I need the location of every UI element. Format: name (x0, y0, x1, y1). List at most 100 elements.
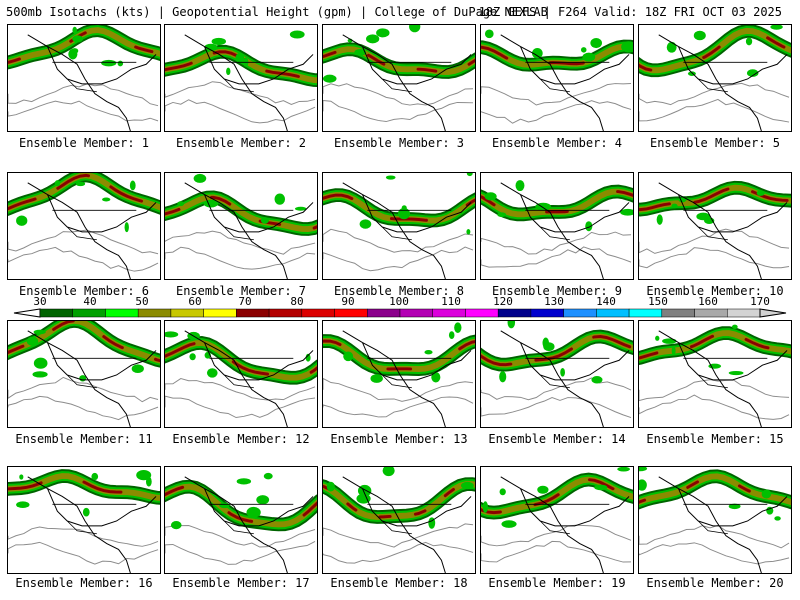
colorbar-tick-label: 130 (544, 295, 564, 308)
ensemble-map-panel-18 (322, 466, 476, 574)
colorbar-swatch (465, 308, 499, 318)
map-plot (323, 467, 475, 573)
ensemble-member-label: Ensemble Member: 15 (646, 432, 784, 446)
map-plot (639, 324, 791, 427)
colorbar-swatch (399, 308, 433, 318)
colorbar-tick-label: 170 (750, 295, 770, 308)
ensemble-member-label: Ensemble Member: 14 (488, 432, 626, 446)
colorbar-tick-label: 30 (33, 295, 47, 308)
ensemble-member-label: Ensemble Member: 1 (18, 136, 150, 150)
colorbar-tick-label: 70 (238, 295, 252, 308)
colorbar-left-arrow (13, 308, 41, 318)
colorbar-tick-label: 40 (83, 295, 97, 308)
ensemble-map-panel-14 (480, 320, 634, 428)
ensemble-map-panel-9 (480, 172, 634, 280)
ensemble-map-panel-7 (164, 172, 318, 280)
ensemble-member-label: Ensemble Member: 2 (175, 136, 307, 150)
map-plot (165, 173, 317, 279)
colorbar-swatch (563, 308, 597, 318)
ensemble-map-panel-12 (164, 320, 318, 428)
ensemble-map-panel-13 (322, 320, 476, 428)
colorbar-swatch (203, 308, 237, 318)
ensemble-map-panel-5 (638, 24, 792, 132)
header-product-title: 500mb Isotachs (kts) | Geopotential Heig… (6, 5, 548, 19)
ensemble-map-panel-8 (322, 172, 476, 280)
map-plot (8, 321, 160, 427)
ensemble-map-panel-15 (638, 320, 792, 428)
colorbar-swatch (72, 308, 106, 318)
colorbar-swatch (432, 308, 466, 318)
ensemble-member-label: Ensemble Member: 17 (172, 576, 310, 590)
colorbar-swatch (694, 308, 728, 318)
colorbar-tick-label: 60 (188, 295, 202, 308)
colorbar-swatch (137, 308, 172, 318)
map-plot (165, 472, 317, 573)
colorbar-tick-label: 110 (441, 295, 461, 308)
colorbar-right-arrow (759, 308, 787, 318)
isotach-colorbar (13, 308, 787, 318)
map-plot (165, 330, 317, 427)
ensemble-member-label: Ensemble Member: 4 (491, 136, 623, 150)
colorbar-swatch (530, 308, 564, 318)
map-plot (323, 25, 475, 131)
colorbar-tick-label: 120 (493, 295, 513, 308)
colorbar-tick-label: 80 (290, 295, 304, 308)
ensemble-map-panel-2 (164, 24, 318, 132)
ensemble-member-label: Ensemble Member: 3 (333, 136, 465, 150)
colorbar-swatch (628, 308, 663, 318)
ensemble-map-panel-20 (638, 466, 792, 574)
map-plot (323, 322, 475, 427)
map-plot (165, 30, 317, 131)
ensemble-map-panel-4 (480, 24, 634, 132)
colorbar-swatch (596, 308, 630, 318)
ensemble-member-label: Ensemble Member: 5 (649, 136, 781, 150)
colorbar-swatch (268, 308, 303, 318)
ensemble-member-label: Ensemble Member: 7 (175, 284, 307, 298)
ensemble-map-panel-16 (7, 466, 161, 574)
colorbar-swatch (301, 308, 335, 318)
colorbar-swatch (334, 308, 368, 318)
map-plot (8, 173, 160, 279)
ensemble-member-label: Ensemble Member: 19 (488, 576, 626, 590)
ensemble-member-label: Ensemble Member: 12 (172, 432, 310, 446)
map-plot (481, 321, 633, 427)
map-plot (481, 180, 633, 279)
header-run-valid-time: 18Z GEFS | F264 Valid: 18Z FRI OCT 03 20… (478, 5, 782, 19)
map-plot (481, 467, 633, 573)
colorbar-tick-label: 160 (698, 295, 718, 308)
ensemble-map-panel-17 (164, 466, 318, 574)
ensemble-map-panel-1 (7, 24, 161, 132)
ensemble-map-panel-11 (7, 320, 161, 428)
map-plot (481, 29, 633, 131)
ensemble-map-panel-19 (480, 466, 634, 574)
ensemble-map-panel-6 (7, 172, 161, 280)
map-plot (639, 467, 791, 573)
map-plot (8, 469, 160, 573)
map-plot (639, 180, 791, 279)
colorbar-swatch (170, 308, 204, 318)
colorbar-swatch (727, 308, 761, 318)
ensemble-map-panel-10 (638, 172, 792, 280)
map-plot (639, 25, 791, 131)
ensemble-member-label: Ensemble Member: 18 (330, 576, 468, 590)
colorbar-swatch (39, 308, 73, 318)
colorbar-tick-label: 140 (596, 295, 616, 308)
ensemble-member-label: Ensemble Member: 20 (646, 576, 784, 590)
ensemble-member-label: Ensemble Member: 6 (18, 284, 150, 298)
colorbar-tick-label: 150 (648, 295, 668, 308)
ensemble-member-label: Ensemble Member: 10 (646, 284, 784, 298)
ensemble-map-panel-3 (322, 24, 476, 132)
ensemble-member-label: Ensemble Member: 11 (15, 432, 153, 446)
colorbar-swatch (105, 308, 139, 318)
colorbar-swatch (367, 308, 401, 318)
colorbar-tick-label: 100 (389, 295, 409, 308)
map-plot (323, 173, 475, 279)
header: 500mb Isotachs (kts) | Geopotential Heig… (6, 4, 796, 20)
ensemble-member-label: Ensemble Member: 9 (491, 284, 623, 298)
colorbar-swatch (661, 308, 695, 318)
colorbar-swatch (497, 308, 532, 318)
ensemble-member-label: Ensemble Member: 13 (330, 432, 468, 446)
colorbar-tick-label: 90 (341, 295, 355, 308)
colorbar-swatch (236, 308, 270, 318)
map-plot (8, 25, 160, 131)
